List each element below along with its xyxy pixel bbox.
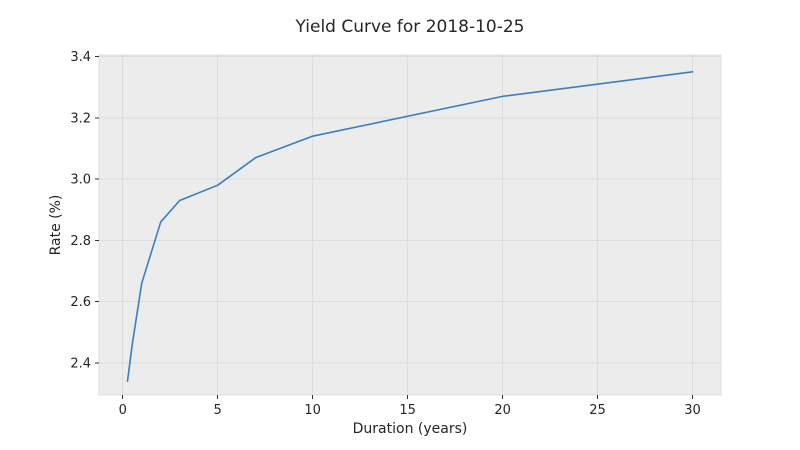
- y-tick-label: 3.0: [70, 173, 91, 188]
- y-tick-label: 3.4: [70, 50, 91, 65]
- x-axis-title: Duration (years): [352, 421, 468, 437]
- y-tick-label: 2.4: [70, 356, 91, 371]
- x-tick-label: 10: [304, 403, 321, 418]
- x-tick-label: 20: [494, 403, 511, 418]
- yield-curve-line: [126, 71, 694, 383]
- x-tick-label: 5: [214, 403, 222, 418]
- y-axis-title: Rate (%): [48, 194, 64, 256]
- x-tick-label: 30: [684, 403, 701, 418]
- y-tick-label: 2.8: [70, 234, 91, 249]
- chart-title: Yield Curve for 2018-10-25: [295, 17, 525, 37]
- y-tick-label: 3.2: [70, 111, 91, 126]
- y-tick-label: 2.6: [70, 295, 91, 310]
- x-tick-label: 25: [589, 403, 606, 418]
- x-tick-label: 15: [399, 403, 416, 418]
- plot-area: [98, 54, 722, 396]
- x-tick-label: 0: [119, 403, 127, 418]
